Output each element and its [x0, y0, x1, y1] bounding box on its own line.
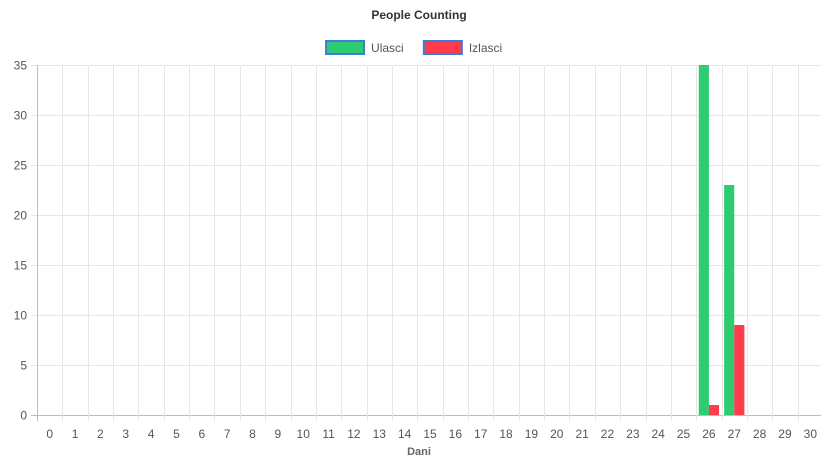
- chart-title: People Counting: [371, 8, 466, 22]
- x-tick-label: 4: [148, 427, 155, 441]
- y-tick-label: 10: [14, 309, 28, 323]
- x-tick-label: 2: [97, 427, 104, 441]
- x-tick-label: 16: [449, 427, 463, 441]
- x-tick-label: 9: [275, 427, 282, 441]
- x-tick-label: 7: [224, 427, 231, 441]
- x-tick-label: 6: [198, 427, 205, 441]
- legend-swatch-ulasci: [325, 40, 366, 55]
- x-tick-label: 8: [249, 427, 256, 441]
- x-tick-label: 27: [728, 427, 742, 441]
- y-tick-label: 15: [14, 259, 28, 273]
- x-tick-label: 30: [804, 427, 818, 441]
- x-tick-label: 1: [72, 427, 79, 441]
- grid: [31, 65, 821, 421]
- bars: [698, 65, 745, 415]
- x-axis-title: Dani: [407, 446, 431, 457]
- y-tick-label: 25: [14, 159, 28, 173]
- x-tick-label: 11: [322, 427, 335, 441]
- legend-label-ulasci: Ulasci: [371, 41, 404, 55]
- bar-ulasci-27: [724, 185, 735, 415]
- y-tick-label: 5: [20, 359, 27, 373]
- x-tick-label: 23: [626, 427, 640, 441]
- y-tick-label: 0: [20, 409, 27, 423]
- y-tick-label: 20: [14, 209, 28, 223]
- x-tick-label: 5: [173, 427, 180, 441]
- x-tick-label: 0: [46, 427, 53, 441]
- bar-izlasci-27: [734, 325, 745, 415]
- x-tick-label: 28: [753, 427, 767, 441]
- x-tick-label: 19: [525, 427, 539, 441]
- legend-swatch-izlasci: [422, 40, 463, 55]
- y-tick-label: 35: [14, 59, 28, 73]
- x-tick-label: 25: [677, 427, 691, 441]
- bar-izlasci-26: [708, 405, 720, 415]
- x-tick-label: 20: [550, 427, 564, 441]
- x-tick-label: 17: [474, 427, 488, 441]
- x-tick-label: 22: [601, 427, 615, 441]
- y-tick-label: 30: [14, 109, 28, 123]
- legend-label-izlasci: Izlasci: [469, 41, 502, 55]
- x-tick-label: 13: [373, 427, 387, 441]
- x-tick-label: 21: [575, 427, 589, 441]
- x-tick-label: 3: [122, 427, 129, 441]
- x-tick-label: 12: [347, 427, 361, 441]
- x-tick-label: 14: [398, 427, 412, 441]
- bar-ulasci-26: [698, 65, 709, 415]
- legend: Ulasci Izlasci: [325, 40, 502, 55]
- x-tick-label: 18: [499, 427, 513, 441]
- x-tick-label: 29: [778, 427, 792, 441]
- x-tick-label: 24: [652, 427, 666, 441]
- x-tick-label: 26: [702, 427, 716, 441]
- x-axis-ticks: 0 1 2 3 4 5 6 7 8 9 10 11 12 13 14 15 16 17 18 19 20 21 22 23 24…: [46, 427, 817, 441]
- x-tick-label: 15: [423, 427, 437, 441]
- y-axis-ticks: 0 5 10 15 20 25 30 35: [14, 59, 28, 423]
- x-tick-label: 10: [297, 427, 311, 441]
